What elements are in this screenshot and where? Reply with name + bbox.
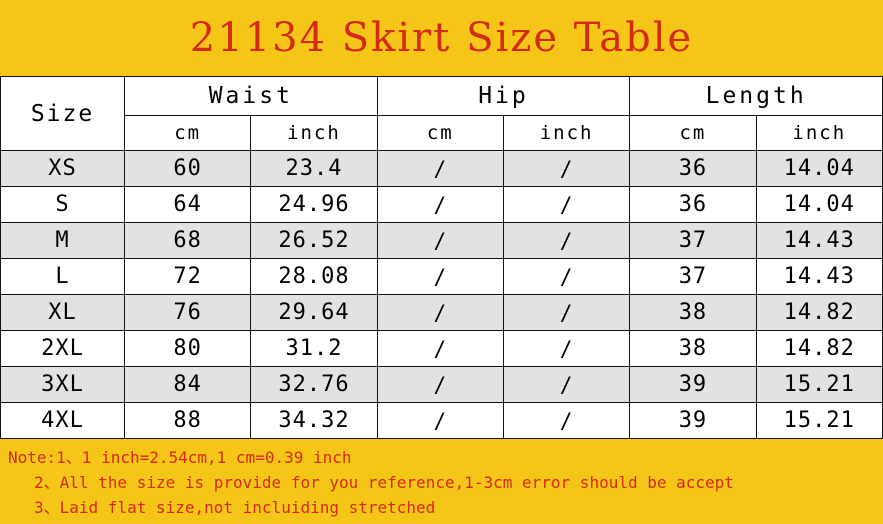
table-row: 4XL 88 34.32 / / 39 15.21 — [0, 402, 883, 439]
cell-hip-inch: / — [502, 150, 631, 187]
cell-length-inch: 14.82 — [755, 294, 883, 331]
cell-hip-cm: / — [376, 294, 504, 331]
title-bar: 21134 Skirt Size Table — [0, 0, 883, 76]
header-hip-cm: cm — [376, 115, 504, 151]
cell-length-inch: 15.21 — [755, 366, 883, 403]
cell-waist-inch: 34.32 — [250, 402, 378, 439]
header-row-units: cm inch cm inch cm inch — [1, 115, 883, 151]
cell-hip-cm: / — [376, 330, 504, 367]
table-row: XL 76 29.64 / / 38 14.82 — [0, 294, 883, 331]
header-group-hip: Hip — [376, 76, 631, 116]
cell-waist-cm: 68 — [124, 222, 252, 259]
cell-hip-cm: / — [376, 402, 504, 439]
cell-length-inch: 14.82 — [755, 330, 883, 367]
cell-waist-inch: 28.08 — [250, 258, 378, 295]
cell-size: S — [0, 186, 126, 223]
cell-length-inch: 15.21 — [755, 402, 883, 439]
cell-size: M — [0, 222, 126, 259]
note-line-2: 2、All the size is provide for you refere… — [34, 473, 734, 492]
cell-hip-cm: / — [376, 150, 504, 187]
cell-length-inch: 14.04 — [755, 186, 883, 223]
cell-hip-cm: / — [376, 186, 504, 223]
size-table: Size Waist Hip Length cm inch cm inch cm… — [0, 76, 883, 439]
table-body: XS 60 23.4 / / 36 14.04 S 64 24.96 / / 3… — [0, 150, 883, 439]
cell-hip-inch: / — [502, 366, 631, 403]
cell-hip-inch: / — [502, 330, 631, 367]
header-group-waist: Waist — [124, 76, 378, 116]
header-waist-cm: cm — [124, 115, 252, 151]
cell-waist-cm: 76 — [124, 294, 252, 331]
cell-waist-cm: 64 — [124, 186, 252, 223]
cell-length-cm: 36 — [629, 186, 757, 223]
header-hip-inch: inch — [502, 115, 631, 151]
header-row-groups: Size Waist Hip Length — [0, 76, 883, 151]
header-length-inch: inch — [755, 115, 883, 151]
cell-size: 4XL — [0, 402, 126, 439]
cell-length-cm: 37 — [629, 222, 757, 259]
table-head: Size Waist Hip Length cm inch cm inch cm… — [0, 76, 883, 151]
cell-waist-inch: 24.96 — [250, 186, 378, 223]
cell-waist-cm: 72 — [124, 258, 252, 295]
cell-waist-inch: 32.76 — [250, 366, 378, 403]
cell-hip-inch: / — [502, 258, 631, 295]
cell-length-cm: 39 — [629, 402, 757, 439]
cell-waist-inch: 29.64 — [250, 294, 378, 331]
notes-section: Note:1、1 inch=2.54cm,1 cm=0.39 inch 2、Al… — [0, 439, 883, 520]
cell-waist-cm: 88 — [124, 402, 252, 439]
note-line-3: 3、Laid flat size,not incluiding stretche… — [34, 498, 436, 517]
cell-waist-cm: 60 — [124, 150, 252, 187]
header-size: Size — [0, 76, 126, 151]
cell-hip-inch: / — [502, 186, 631, 223]
table-row: S 64 24.96 / / 36 14.04 — [0, 186, 883, 223]
cell-waist-cm: 80 — [124, 330, 252, 367]
header-group-length: Length — [629, 76, 883, 116]
cell-length-cm: 36 — [629, 150, 757, 187]
cell-length-cm: 39 — [629, 366, 757, 403]
cell-waist-inch: 26.52 — [250, 222, 378, 259]
cell-size: 3XL — [0, 366, 126, 403]
table-row: XS 60 23.4 / / 36 14.04 — [0, 150, 883, 187]
cell-length-inch: 14.04 — [755, 150, 883, 187]
cell-waist-inch: 23.4 — [250, 150, 378, 187]
table-row: 2XL 80 31.2 / / 38 14.82 — [0, 330, 883, 367]
cell-length-cm: 38 — [629, 330, 757, 367]
cell-length-inch: 14.43 — [755, 258, 883, 295]
table-row: L 72 28.08 / / 37 14.43 — [0, 258, 883, 295]
cell-waist-cm: 84 — [124, 366, 252, 403]
cell-hip-cm: / — [376, 258, 504, 295]
cell-size: XL — [0, 294, 126, 331]
cell-waist-inch: 31.2 — [250, 330, 378, 367]
cell-length-inch: 14.43 — [755, 222, 883, 259]
header-waist-inch: inch — [250, 115, 378, 151]
header-length-cm: cm — [629, 115, 757, 151]
cell-length-cm: 38 — [629, 294, 757, 331]
cell-size: XS — [0, 150, 126, 187]
cell-hip-inch: / — [502, 294, 631, 331]
cell-hip-cm: / — [376, 366, 504, 403]
cell-size: L — [0, 258, 126, 295]
cell-hip-inch: / — [502, 402, 631, 439]
table-row: M 68 26.52 / / 37 14.43 — [0, 222, 883, 259]
table-row: 3XL 84 32.76 / / 39 15.21 — [0, 366, 883, 403]
cell-size: 2XL — [0, 330, 126, 367]
cell-hip-inch: / — [502, 222, 631, 259]
note-line-1: Note:1、1 inch=2.54cm,1 cm=0.39 inch — [8, 448, 352, 467]
cell-hip-cm: / — [376, 222, 504, 259]
cell-length-cm: 37 — [629, 258, 757, 295]
page-title: 21134 Skirt Size Table — [189, 15, 694, 61]
